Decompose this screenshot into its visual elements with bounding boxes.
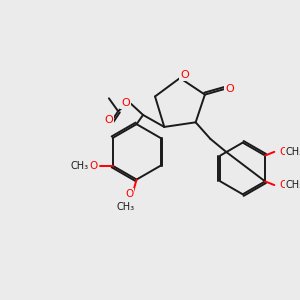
Text: O: O [180,70,189,80]
Text: O: O [89,161,98,171]
Text: O: O [121,98,130,108]
Text: CH₃: CH₃ [70,161,88,171]
Text: O: O [279,180,288,190]
Text: CH₃: CH₃ [286,147,300,157]
Text: O: O [125,189,133,199]
Text: O: O [279,147,288,157]
Text: O: O [104,116,113,125]
Text: CH₃: CH₃ [116,202,135,212]
Text: O: O [225,84,234,94]
Text: CH₃: CH₃ [286,180,300,190]
